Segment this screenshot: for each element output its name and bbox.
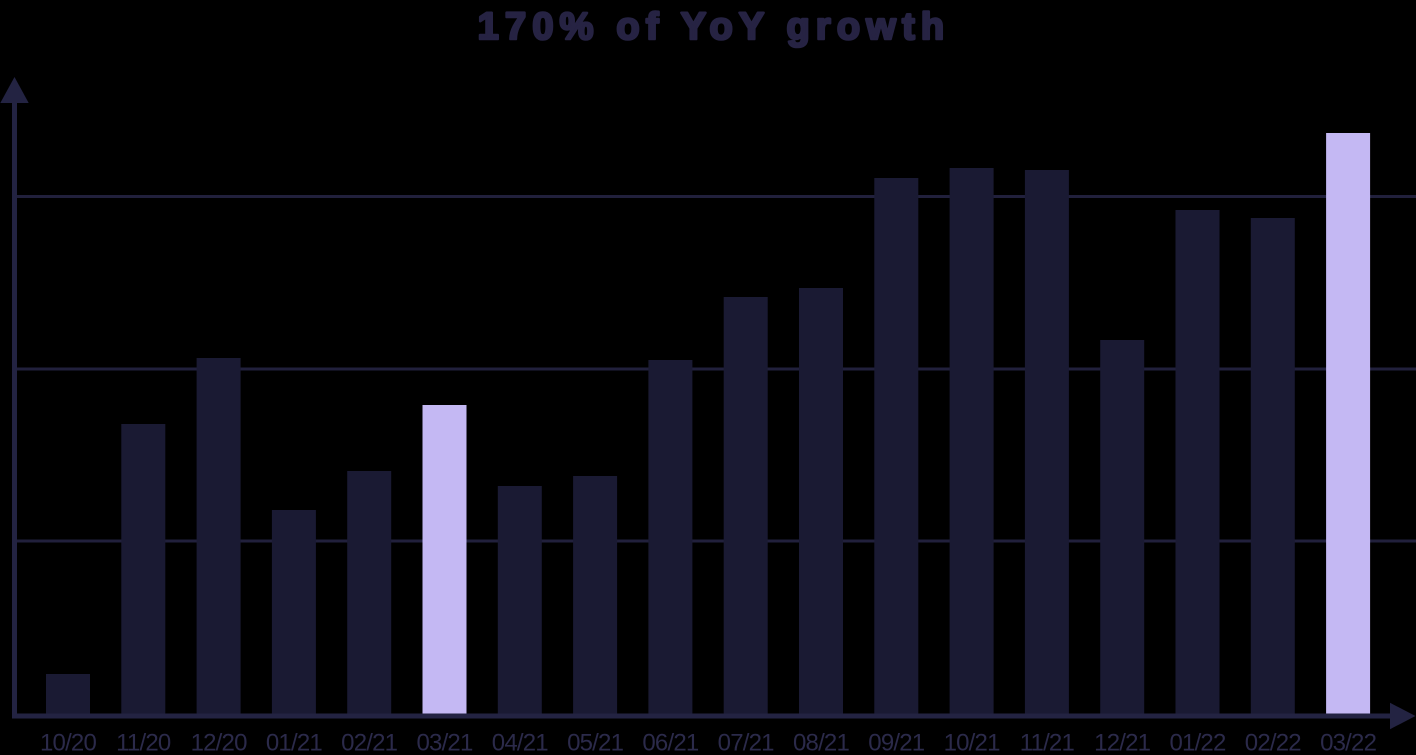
svg-text:12/21: 12/21 <box>1094 730 1151 755</box>
svg-text:02/22: 02/22 <box>1245 730 1302 755</box>
svg-text:02/21: 02/21 <box>341 730 398 755</box>
svg-text:12/20: 12/20 <box>191 730 248 755</box>
svg-text:170% of YoY growth: 170% of YoY growth <box>478 6 951 48</box>
svg-text:10/20: 10/20 <box>40 730 97 755</box>
svg-text:10/21: 10/21 <box>944 730 1001 755</box>
svg-text:01/22: 01/22 <box>1169 730 1226 755</box>
svg-text:05/21: 05/21 <box>567 730 624 755</box>
svg-text:11/21: 11/21 <box>1020 730 1075 755</box>
svg-text:01/21: 01/21 <box>266 730 323 755</box>
svg-text:03/22: 03/22 <box>1320 730 1377 755</box>
svg-text:07/21: 07/21 <box>718 730 775 755</box>
svg-text:08/21: 08/21 <box>793 730 850 755</box>
svg-text:04/21: 04/21 <box>492 730 549 755</box>
svg-text:03/21: 03/21 <box>416 730 473 755</box>
svg-text:11/20: 11/20 <box>116 730 171 755</box>
svg-text:06/21: 06/21 <box>642 730 699 755</box>
svg-text:09/21: 09/21 <box>868 730 925 755</box>
